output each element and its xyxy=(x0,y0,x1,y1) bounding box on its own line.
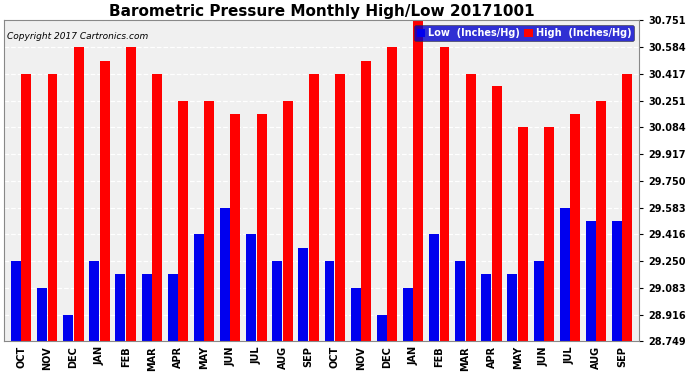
Bar xyxy=(90,261,99,375)
Bar xyxy=(377,315,386,375)
Bar xyxy=(622,74,633,375)
Bar xyxy=(152,74,162,375)
Title: Barometric Pressure Monthly High/Low 20171001: Barometric Pressure Monthly High/Low 201… xyxy=(109,4,535,19)
Bar xyxy=(544,127,554,375)
Bar xyxy=(518,127,528,375)
Bar xyxy=(194,234,204,375)
Bar xyxy=(74,47,83,375)
Bar xyxy=(298,248,308,375)
Legend: Low  (Inches/Hg), High  (Inches/Hg): Low (Inches/Hg), High (Inches/Hg) xyxy=(414,25,634,41)
Bar xyxy=(560,208,570,375)
Bar xyxy=(115,274,126,375)
Bar xyxy=(100,61,110,375)
Text: Copyright 2017 Cartronics.com: Copyright 2017 Cartronics.com xyxy=(8,32,148,40)
Bar xyxy=(570,114,580,375)
Bar xyxy=(612,221,622,375)
Bar xyxy=(361,61,371,375)
Bar xyxy=(413,20,424,375)
Bar xyxy=(492,86,502,375)
Bar xyxy=(178,100,188,375)
Bar xyxy=(48,74,57,375)
Bar xyxy=(11,261,21,375)
Bar xyxy=(141,274,152,375)
Bar xyxy=(204,100,215,375)
Bar xyxy=(283,100,293,375)
Bar xyxy=(257,114,266,375)
Bar xyxy=(387,47,397,375)
Bar xyxy=(596,100,607,375)
Bar xyxy=(246,234,256,375)
Bar xyxy=(220,208,230,375)
Bar xyxy=(440,47,449,375)
Bar xyxy=(309,74,319,375)
Bar xyxy=(507,274,518,375)
Bar xyxy=(533,261,544,375)
Bar xyxy=(335,74,345,375)
Bar xyxy=(403,288,413,375)
Bar xyxy=(324,261,335,375)
Bar xyxy=(586,221,595,375)
Bar xyxy=(273,261,282,375)
Bar xyxy=(63,315,73,375)
Bar xyxy=(466,74,475,375)
Bar xyxy=(351,288,361,375)
Bar xyxy=(482,274,491,375)
Bar xyxy=(230,114,240,375)
Bar xyxy=(37,288,47,375)
Bar xyxy=(429,234,439,375)
Bar xyxy=(455,261,465,375)
Bar xyxy=(168,274,178,375)
Bar xyxy=(21,74,31,375)
Bar xyxy=(126,47,136,375)
